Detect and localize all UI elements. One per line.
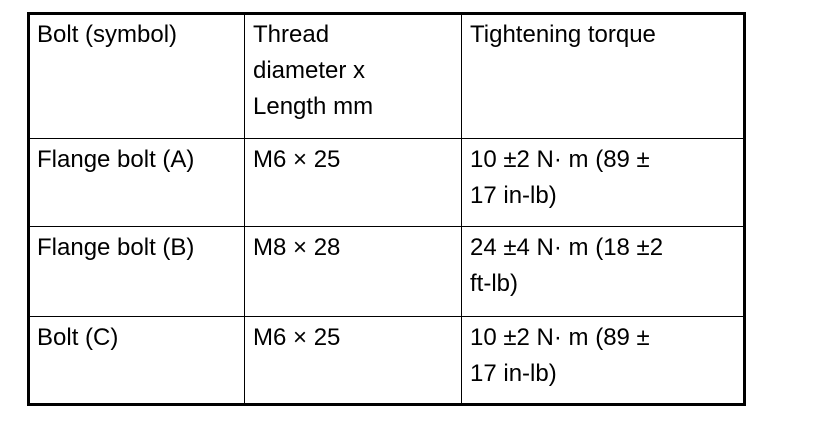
row-1-torque: 10 ±2 N· m (89 ± 17 in-lb)	[470, 146, 650, 209]
row-divider	[30, 226, 743, 227]
torque-table: Bolt (symbol) Thread diameter x Length m…	[27, 12, 746, 406]
header-bolt-symbol: Bolt (symbol)	[37, 21, 178, 48]
row-divider	[30, 316, 743, 317]
row-3-thread: M6 × 25	[253, 324, 341, 351]
row-1-bolt: Flange bolt (A)	[37, 146, 195, 173]
header-tightening-torque: Tightening torque	[470, 21, 656, 48]
row-1-thread: M6 × 25	[253, 146, 341, 173]
header-thread-diameter-length: Thread diameter x Length mm	[253, 21, 374, 120]
row-2-thread: M8 × 28	[253, 234, 341, 261]
row-2-bolt: Flange bolt (B)	[37, 234, 195, 261]
column-divider	[244, 15, 245, 403]
column-divider	[461, 15, 462, 403]
row-3-bolt: Bolt (C)	[37, 324, 119, 351]
row-2-torque: 24 ±4 N· m (18 ±2 ft-lb)	[470, 234, 664, 297]
row-divider	[30, 138, 743, 139]
row-3-torque: 10 ±2 N· m (89 ± 17 in-lb)	[470, 324, 650, 387]
